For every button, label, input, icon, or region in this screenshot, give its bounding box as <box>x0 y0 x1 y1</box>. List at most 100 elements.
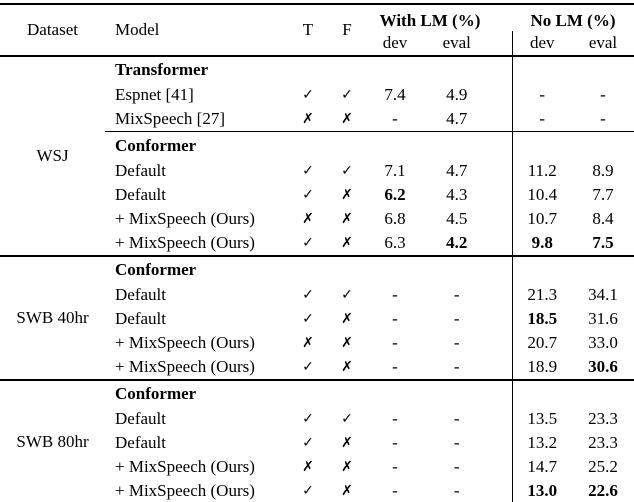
col-header-nolm-eval: eval <box>588 33 618 52</box>
withlm-eval-value: - <box>453 409 460 428</box>
nolm-dev-value: 14.7 <box>511 455 572 479</box>
nolm-eval-value: 8.9 <box>592 161 614 180</box>
nolm-dev-value: 13.0 <box>511 479 572 502</box>
model-name: + MixSpeech (Ours) <box>115 209 255 228</box>
nolm-eval-value: 23.3 <box>588 409 618 428</box>
model-name: Default <box>115 185 166 204</box>
model-name: + MixSpeech (Ours) <box>115 233 255 252</box>
group-title: Conformer <box>115 384 197 403</box>
nolm-eval-value: 30.6 <box>588 357 618 376</box>
result-row: + MixSpeech (Ours) ✗ ✗ - - 14.7 25.2 <box>0 455 634 479</box>
model-name: + MixSpeech (Ours) <box>115 457 255 476</box>
withlm-eval-value: - <box>453 357 460 376</box>
results-table: Dataset Model T F With LM (%) No LM (%) … <box>0 3 634 502</box>
group-title: Conformer <box>115 260 197 279</box>
t-flag-mark: ✓ <box>302 359 314 375</box>
f-flag-mark: ✗ <box>341 483 353 499</box>
withlm-eval-value: - <box>453 433 460 452</box>
result-row: MixSpeech [27] ✗ ✗ - 4.7 - - <box>0 107 634 132</box>
result-row: + MixSpeech (Ours) ✗ ✗ 6.8 4.5 10.7 8.4 <box>0 207 634 231</box>
f-flag-mark: ✓ <box>341 287 353 303</box>
spacer-cell <box>290 56 512 83</box>
withlm-eval-value: - <box>453 333 460 352</box>
t-flag-mark: ✗ <box>302 211 314 227</box>
nolm-dev-value: 18.5 <box>511 307 572 331</box>
result-row: Default ✓ ✗ - - 18.5 31.6 <box>0 307 634 331</box>
nolm-dev-value: 13.5 <box>511 407 572 431</box>
col-header-nolm-dev: dev <box>511 31 572 56</box>
group-title-row: Conformer <box>0 131 634 159</box>
withlm-dev-value: - <box>392 409 398 428</box>
t-flag-mark: ✓ <box>302 435 314 451</box>
col-header-t: T <box>302 20 314 39</box>
withlm-dev-value: - <box>392 309 398 328</box>
withlm-dev-value: - <box>392 357 398 376</box>
result-row: Default ✓ ✓ - - 21.3 34.1 <box>0 283 634 307</box>
col-header-dataset: Dataset <box>27 20 78 39</box>
t-flag-mark: ✗ <box>302 459 314 475</box>
nolm-eval-value: - <box>600 109 606 128</box>
result-row: Default ✓ ✓ 7.1 4.7 11.2 8.9 <box>0 159 634 183</box>
result-row: + MixSpeech (Ours) ✓ ✗ 6.3 4.2 9.8 7.5 <box>0 231 634 256</box>
f-flag-mark: ✗ <box>341 187 353 203</box>
f-flag-mark: ✗ <box>341 111 353 127</box>
model-name: + MixSpeech (Ours) <box>115 357 255 376</box>
f-flag-mark: ✗ <box>341 311 353 327</box>
col-header-model: Model <box>115 20 160 39</box>
nolm-dev-value: 11.2 <box>511 159 572 183</box>
spacer-cell <box>511 56 634 83</box>
group-title-row: SWB 40hr Conformer <box>0 256 634 327</box>
result-row: Default ✓ ✗ - - 13.2 23.3 <box>0 431 634 455</box>
withlm-dev-value: - <box>392 433 398 452</box>
f-flag-mark: ✗ <box>341 459 353 475</box>
nolm-dev-value: 20.7 <box>511 331 572 355</box>
dataset-label: SWB 40hr <box>16 308 89 327</box>
nolm-eval-value: 23.3 <box>588 433 618 452</box>
result-row: + MixSpeech (Ours) ✓ ✗ - - 18.9 30.6 <box>0 355 634 380</box>
spacer-cell <box>290 380 512 407</box>
model-name: Default <box>115 433 166 452</box>
t-flag-mark: ✓ <box>302 311 314 327</box>
withlm-eval-value: 4.7 <box>446 161 468 180</box>
withlm-eval-value: - <box>453 285 460 304</box>
col-header-withlm-eval: eval <box>442 33 471 52</box>
withlm-dev-value: - <box>392 109 398 128</box>
withlm-eval-value: - <box>453 309 460 328</box>
t-flag-mark: ✓ <box>302 235 314 251</box>
withlm-eval-value: - <box>453 481 460 500</box>
model-name: + MixSpeech (Ours) <box>115 333 255 352</box>
dataset-section: WSJ Transformer Espnet [41] ✓ ✓ 7.4 4.9- - MixSp… <box>0 56 634 256</box>
group-title-row: WSJ Transformer <box>0 56 634 165</box>
withlm-eval-value: 4.9 <box>446 85 468 104</box>
withlm-dev-value: 6.2 <box>384 185 406 204</box>
withlm-eval-value: 4.5 <box>446 209 468 228</box>
spacer-cell <box>290 131 512 159</box>
f-flag-mark: ✗ <box>341 335 353 351</box>
result-row: Espnet [41] ✓ ✓ 7.4 4.9 - - <box>0 83 634 107</box>
f-flag-mark: ✗ <box>341 235 353 251</box>
result-row: Default ✓ ✓ - - 13.5 23.3 <box>0 407 634 431</box>
col-header-withlm-dev: dev <box>382 33 408 52</box>
nolm-dev-value: 9.8 <box>511 231 572 256</box>
result-row: + MixSpeech (Ours) ✓ ✗ - - 13.0 22.6 <box>0 479 634 502</box>
f-flag-mark: ✓ <box>341 411 353 427</box>
t-flag-mark: ✓ <box>302 483 314 499</box>
nolm-eval-value: 8.4 <box>592 209 614 228</box>
f-flag-mark: ✗ <box>341 211 353 227</box>
group-title: Conformer <box>105 131 290 159</box>
nolm-eval-value: 7.5 <box>592 233 614 252</box>
t-flag-mark: ✗ <box>302 111 314 127</box>
withlm-dev-value: - <box>392 481 398 500</box>
nolm-eval-value: 22.6 <box>588 481 618 500</box>
nolm-dev-value: 10.4 <box>511 183 572 207</box>
dataset-section: SWB 80hr Conformer Default ✓ ✓ - -13.5 23.3 Defa… <box>0 380 634 502</box>
f-flag-mark: ✓ <box>341 87 353 103</box>
t-flag-mark: ✓ <box>302 87 314 103</box>
withlm-dev-value: - <box>392 457 398 476</box>
model-name: Default <box>115 409 166 428</box>
nolm-eval-value: 34.1 <box>588 285 618 304</box>
spacer-cell <box>511 380 634 407</box>
t-flag-mark: ✗ <box>302 335 314 351</box>
spacer-cell <box>511 256 634 283</box>
